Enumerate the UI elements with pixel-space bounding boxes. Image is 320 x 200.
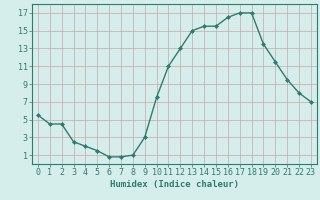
X-axis label: Humidex (Indice chaleur): Humidex (Indice chaleur) [110,180,239,189]
